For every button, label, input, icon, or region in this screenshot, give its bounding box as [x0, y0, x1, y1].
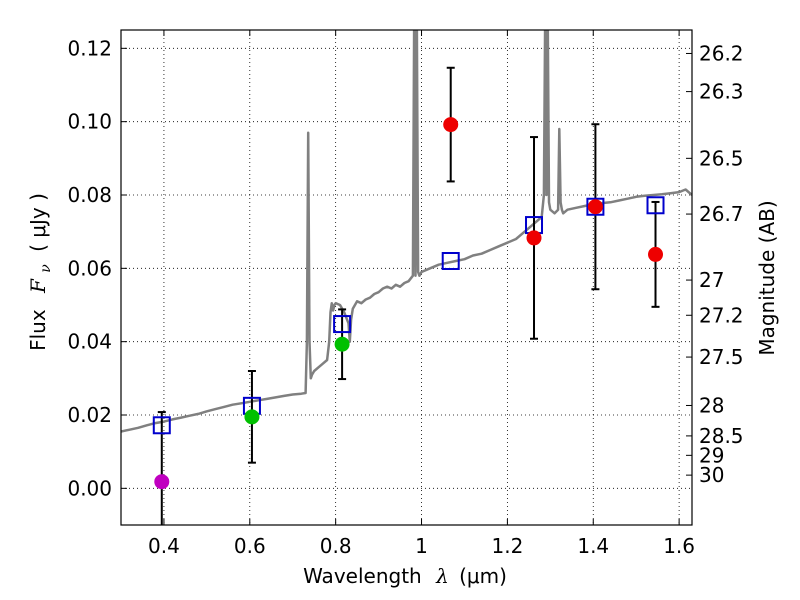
model-point [333, 315, 352, 334]
x-axis-title: Wavelength λ (μm) [303, 564, 507, 588]
mag-tick-label: 26.5 [699, 146, 744, 170]
mag-tick-label: 27 [699, 268, 724, 292]
x-tick-label: 1.6 [663, 534, 695, 558]
y-axis-title: Flux F ν ( μJy ) [26, 193, 55, 351]
model-point [152, 416, 171, 435]
mag-tick-label: 26.7 [699, 202, 744, 226]
observed-point [334, 336, 350, 352]
observed-point [587, 199, 603, 215]
y-tick-label: 0.04 [67, 330, 112, 354]
spectrum-line [121, 30, 692, 433]
mag-tick-label: 29 [699, 443, 724, 467]
model-point [586, 197, 605, 216]
x-tick-label: 1 [415, 534, 428, 558]
y-tick-label: 0.10 [67, 110, 112, 134]
mag-tick-label: 27.5 [699, 345, 744, 369]
y-tick-label: 0.02 [67, 403, 112, 427]
spectrum-layer [121, 30, 692, 433]
x-tick-label: 0.4 [148, 534, 180, 558]
x-tick-label: 0.8 [320, 534, 352, 558]
mag-tick-label: 26.3 [699, 80, 744, 104]
y2-axis-title: Magnitude (AB) [755, 200, 779, 355]
mag-tick-label: 26.2 [699, 41, 744, 65]
plot-frame [120, 29, 693, 526]
axes: 0.4 0.6 0.8 1 1.2 1.4 1.6 0.00 0.02 0.04 0.06 0.08 0… [67, 30, 744, 558]
mag-tick-label: 30 [699, 463, 724, 487]
y-tick-label: 0.00 [67, 476, 112, 500]
y-tick-label: 0.08 [67, 183, 112, 207]
photometry-layer [152, 66, 665, 525]
mag-tick-label: 28 [699, 393, 724, 417]
observed-point [443, 117, 459, 133]
y-tick-label: 0.12 [67, 36, 112, 60]
x-tick-label: 0.6 [234, 534, 266, 558]
x-tick-label: 1.4 [577, 534, 609, 558]
y-tick-label: 0.06 [67, 256, 112, 280]
mag-tick-label: 28.5 [699, 424, 744, 448]
mag-tick-label: 27.2 [699, 303, 744, 327]
model-point [646, 196, 665, 215]
observed-point [526, 230, 542, 246]
x-tick-label: 1.2 [491, 534, 523, 558]
observed-point [154, 474, 170, 490]
observed-point [244, 409, 260, 425]
grid [121, 30, 692, 525]
observed-point [648, 246, 664, 262]
model-point [441, 252, 460, 270]
